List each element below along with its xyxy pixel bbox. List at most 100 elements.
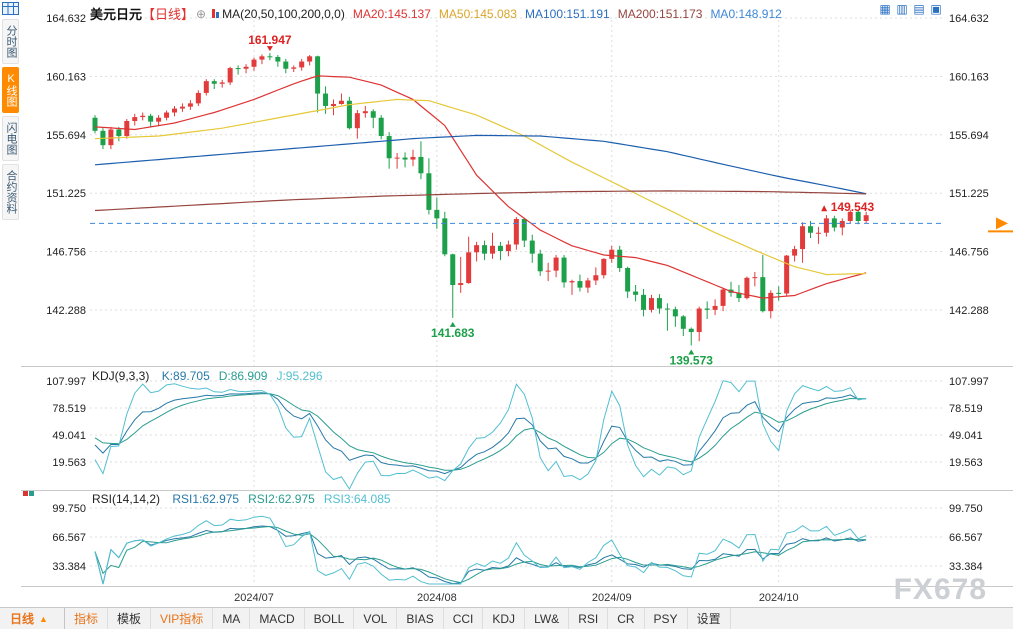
candle (784, 255, 790, 294)
candle (505, 244, 511, 252)
toolbar-tab-cr[interactable]: CR (608, 608, 645, 629)
sidebar-tab-candle-chart[interactable]: K线图 (2, 67, 19, 113)
candle (195, 92, 201, 104)
candle (458, 283, 464, 286)
toolbar-tab-templates[interactable]: 模板 (108, 608, 151, 629)
indicator-corner-icon[interactable] (23, 491, 34, 497)
candle (792, 249, 798, 256)
candle (545, 270, 551, 272)
ma-value: MA100:151.191 (524, 6, 610, 21)
rsi-axis-label: 33.384 (949, 561, 983, 573)
rsi-values: RSI1:62.975 RSI2:62.975 RSI3:64.085 (163, 492, 390, 506)
price-axis-label: 155.694 (46, 130, 86, 142)
candle (394, 157, 400, 159)
four-pane-layout-icon[interactable]: ▣ (930, 2, 942, 16)
sidebar-tab-time-chart[interactable]: 分时图 (2, 19, 19, 64)
candle (140, 115, 146, 118)
candle (148, 115, 154, 122)
toolbar-tab-psy[interactable]: PSY (645, 608, 688, 629)
price-annotation: 149.543 (831, 200, 875, 214)
kdj-title[interactable]: KDJ(9,3,3) (92, 369, 150, 383)
candle (831, 218, 837, 228)
kdj-k-line (94, 392, 867, 475)
price-axis-label: 160.163 (949, 71, 989, 83)
candle (641, 294, 647, 310)
rsi-axis-label: 99.750 (52, 503, 86, 515)
candle (267, 56, 273, 58)
toolbar-tab-indicators[interactable]: 指标 (65, 608, 108, 629)
candle (291, 67, 297, 69)
kdj-axis-label: 107.997 (46, 376, 86, 388)
rsi-title[interactable]: RSI(14,14,2) (92, 492, 161, 506)
ma200-line (94, 190, 867, 212)
candle (179, 106, 185, 109)
kdj-axis-label: 107.997 (949, 376, 989, 388)
kdj-axis-label: 78.519 (949, 403, 983, 415)
rsi2-line (94, 525, 867, 584)
candle (823, 218, 829, 233)
ma-settings-label[interactable]: MA(20,50,100,200,0,0) (222, 6, 345, 21)
toolbar-tab-kdj[interactable]: KDJ (483, 608, 526, 629)
candle (768, 292, 774, 312)
ma-value: MA0:148.912 (710, 6, 782, 21)
candle (307, 56, 313, 62)
candle (847, 211, 853, 221)
candle (187, 103, 193, 107)
toolbar-tab-cci[interactable]: CCI (444, 608, 484, 629)
candle (609, 249, 615, 259)
toolbar-tab-macd[interactable]: MACD (250, 608, 305, 629)
candle (497, 245, 503, 252)
price-axis-label: 151.225 (46, 188, 86, 200)
candle (203, 81, 209, 93)
sidebar-tab-contract-info[interactable]: 合约资料 (2, 164, 19, 220)
candle (450, 254, 456, 286)
two-pane-layout-icon[interactable]: ▥ (896, 2, 908, 16)
price-axis-label: 146.756 (46, 247, 86, 259)
candle (315, 56, 321, 94)
kdj-axis-label: 49.041 (949, 430, 983, 442)
three-pane-layout-icon[interactable]: ▤ (913, 2, 925, 16)
kdj-j-line (94, 380, 867, 490)
price-axis-label: 155.694 (949, 130, 989, 142)
expand-icon[interactable]: ⊕ (196, 6, 207, 21)
period-selector-label: 日线 (10, 612, 35, 626)
candle (474, 245, 480, 253)
toolbar-tab-settings[interactable]: 设置 (688, 608, 731, 629)
price-annotation: 161.947 (248, 33, 292, 47)
price-annotation: 141.683 (431, 326, 475, 340)
toolbar-tab-vol[interactable]: VOL (354, 608, 398, 629)
candle (696, 308, 702, 333)
bottom-toolbar: 日线 ▲ 指标 模板 VIP指标 MA MACD BOLL VOL BIAS CCI KDJ LW&… (0, 607, 1013, 629)
rsi-header: RSI(14,14,2) RSI1:62.975 RSI2:62.975 RSI3:… (92, 492, 391, 506)
candle (346, 100, 352, 129)
sidebar-tab-quick-chart[interactable]: 闪电图 (2, 116, 19, 161)
indicator-value: RSI2:62.975 (248, 492, 315, 506)
candle (172, 108, 177, 113)
toolbar-tab-rsi[interactable]: RSI (569, 608, 609, 629)
candle (426, 173, 432, 210)
period-selector[interactable]: 日线 ▲ (0, 608, 65, 629)
price-marker-arrow[interactable] (996, 217, 1008, 230)
toolbar-tab-bias[interactable]: BIAS (397, 608, 444, 629)
candles-layer (92, 53, 869, 346)
candle (156, 117, 162, 122)
toolbar-tab-ma[interactable]: MA (213, 608, 251, 629)
layout-icon-group: ▦ ▥ ▤ ▣ (878, 2, 943, 16)
candle (331, 104, 336, 106)
date-axis-label: 2024/08 (417, 592, 457, 604)
candle (577, 281, 583, 288)
annotations-layer: 161.947 141.683 139.573 149.543 (248, 33, 874, 367)
candle (633, 291, 639, 295)
grid-layout-icon[interactable]: ▦ (879, 2, 891, 16)
price-axis-label: 164.632 (949, 13, 989, 25)
toolbar-tab-lwr[interactable]: LW& (525, 608, 570, 629)
candle (243, 66, 249, 69)
rsi3-line (94, 515, 867, 585)
candle (617, 249, 623, 269)
candle (219, 82, 225, 84)
candle (601, 258, 607, 276)
toolbar-tab-boll[interactable]: BOLL (305, 608, 355, 629)
toolbar-tab-vip-indicators[interactable]: VIP指标 (151, 608, 214, 629)
